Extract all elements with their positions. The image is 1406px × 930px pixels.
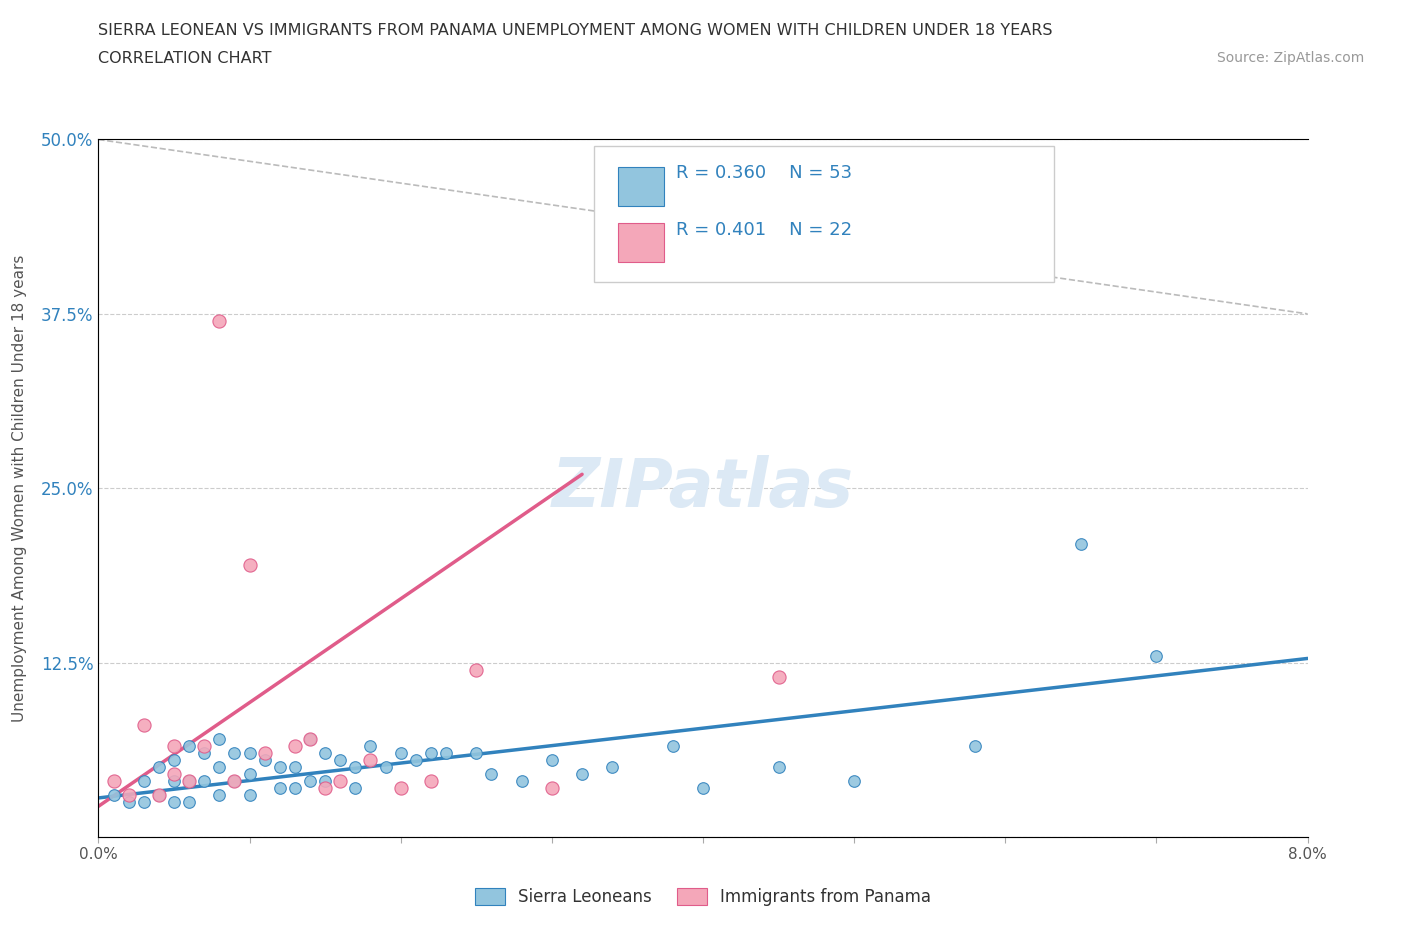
Point — [374, 760, 396, 775]
Point — [148, 760, 170, 775]
Point — [1070, 537, 1092, 551]
Point — [329, 774, 352, 789]
Point — [434, 746, 457, 761]
Point — [662, 738, 685, 753]
Point — [103, 774, 125, 789]
Point — [163, 753, 186, 768]
Point — [965, 738, 987, 753]
Point — [163, 738, 186, 753]
Point — [163, 794, 186, 809]
Point — [163, 766, 186, 781]
Point — [132, 718, 155, 733]
Point — [193, 774, 215, 789]
Point — [541, 753, 564, 768]
Point — [224, 746, 246, 761]
Point — [314, 781, 336, 796]
Point — [299, 774, 322, 789]
Point — [224, 774, 246, 789]
Point — [208, 313, 231, 328]
Point — [239, 746, 262, 761]
Point — [193, 738, 215, 753]
Point — [389, 781, 412, 796]
Point — [571, 766, 593, 781]
Text: SIERRA LEONEAN VS IMMIGRANTS FROM PANAMA UNEMPLOYMENT AMONG WOMEN WITH CHILDREN : SIERRA LEONEAN VS IMMIGRANTS FROM PANAMA… — [98, 23, 1053, 38]
Point — [284, 738, 307, 753]
Point — [253, 753, 276, 768]
Point — [420, 746, 443, 761]
Point — [132, 794, 155, 809]
FancyBboxPatch shape — [619, 167, 664, 206]
Point — [132, 774, 155, 789]
Point — [692, 781, 714, 796]
Y-axis label: Unemployment Among Women with Children Under 18 years: Unemployment Among Women with Children U… — [13, 255, 27, 722]
Point — [179, 738, 201, 753]
Point — [103, 788, 125, 803]
Point — [179, 774, 201, 789]
Point — [465, 746, 488, 761]
Text: Source: ZipAtlas.com: Source: ZipAtlas.com — [1216, 51, 1364, 65]
Legend: Sierra Leoneans, Immigrants from Panama: Sierra Leoneans, Immigrants from Panama — [468, 881, 938, 912]
Point — [193, 746, 215, 761]
Point — [148, 788, 170, 803]
Point — [299, 732, 322, 747]
Point — [179, 774, 201, 789]
Point — [208, 732, 231, 747]
Point — [118, 788, 141, 803]
Point — [360, 738, 382, 753]
Point — [224, 774, 246, 789]
Text: R = 0.401    N = 22: R = 0.401 N = 22 — [676, 221, 852, 239]
Point — [768, 760, 790, 775]
Point — [239, 788, 262, 803]
Point — [284, 781, 307, 796]
Point — [314, 774, 336, 789]
Point — [1146, 648, 1168, 663]
Point — [253, 746, 276, 761]
Point — [299, 732, 322, 747]
Point — [148, 788, 170, 803]
Point — [118, 794, 141, 809]
Point — [541, 781, 564, 796]
Point — [239, 558, 262, 573]
Point — [481, 766, 503, 781]
Point — [465, 662, 488, 677]
Point — [344, 781, 367, 796]
Point — [269, 760, 291, 775]
Point — [510, 774, 533, 789]
Point — [602, 760, 624, 775]
Text: ZIPatlas: ZIPatlas — [553, 456, 853, 521]
Point — [405, 753, 427, 768]
Point — [284, 760, 307, 775]
Point — [389, 746, 412, 761]
Point — [768, 670, 790, 684]
Point — [179, 794, 201, 809]
Point — [329, 753, 352, 768]
FancyBboxPatch shape — [595, 147, 1053, 283]
Point — [208, 788, 231, 803]
Point — [208, 760, 231, 775]
Text: R = 0.360    N = 53: R = 0.360 N = 53 — [676, 164, 852, 182]
Point — [269, 781, 291, 796]
Point — [360, 753, 382, 768]
Point — [163, 774, 186, 789]
FancyBboxPatch shape — [619, 223, 664, 261]
Point — [844, 774, 866, 789]
Point — [420, 774, 443, 789]
Point — [344, 760, 367, 775]
Point — [239, 766, 262, 781]
Point — [314, 746, 336, 761]
Text: CORRELATION CHART: CORRELATION CHART — [98, 51, 271, 66]
